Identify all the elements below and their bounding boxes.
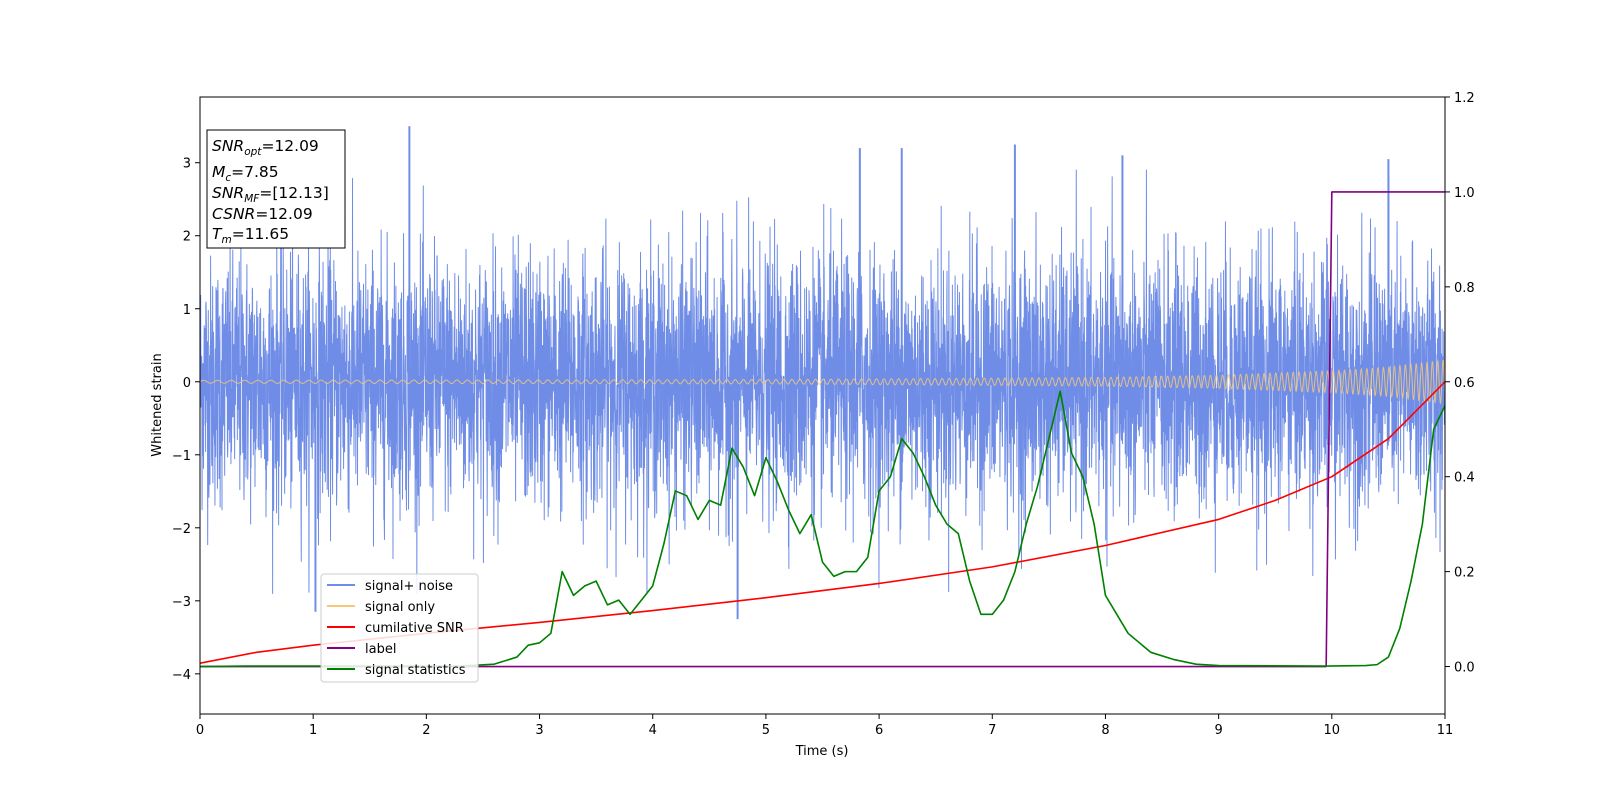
x-axis-label: Time (s) xyxy=(795,744,849,759)
series-signal-statistics xyxy=(200,390,1445,668)
y-left-tick-label: 3 xyxy=(183,157,191,172)
y-axis-left: −4 −3 −2 −1 0 1 2 3 xyxy=(172,157,200,683)
legend-label-label: label xyxy=(365,642,396,657)
y-right-tick-label: 0.4 xyxy=(1454,471,1475,486)
x-tick-label: 5 xyxy=(762,723,770,738)
y-left-tick-label: 0 xyxy=(183,376,191,391)
axes-frame xyxy=(199,96,1446,715)
x-tick-label: 4 xyxy=(649,723,657,738)
legend-label-signal-statistics: signal statistics xyxy=(365,663,466,678)
legend: signal+ noise signal only cumilative SNR… xyxy=(320,573,479,683)
info-box: SNRopt=12.09 Mc=7.85 SNRMF=[12.13] CSNR=… xyxy=(206,129,346,249)
legend-label-signal-noise: signal+ noise xyxy=(365,579,453,594)
y-left-tick-label: 1 xyxy=(183,303,191,318)
x-tick-label: 0 xyxy=(196,723,204,738)
y-right-tick-label: 0.8 xyxy=(1454,281,1475,296)
x-tick-label: 7 xyxy=(988,723,996,738)
legend-frame xyxy=(320,573,479,683)
y-right-tick-label: 1.2 xyxy=(1454,91,1475,106)
y-axis-right: 0.0 0.2 0.4 0.6 0.8 1.0 1.2 xyxy=(1445,91,1475,676)
y-right-tick-label: 1.0 xyxy=(1454,186,1475,201)
y-axis-label: Whitened strain xyxy=(150,353,165,456)
y-left-tick-label: −2 xyxy=(172,522,191,537)
x-tick-label: 3 xyxy=(535,723,543,738)
series-signal-only xyxy=(200,358,1445,405)
x-tick-label: 2 xyxy=(422,723,430,738)
series-label xyxy=(200,191,1445,668)
legend-label-cumulative-snr: cumilative SNR xyxy=(365,621,464,636)
series-signal-noise xyxy=(200,169,1445,595)
x-tick-label: 8 xyxy=(1101,723,1109,738)
x-tick-label: 1 xyxy=(309,723,317,738)
y-left-tick-label: 2 xyxy=(183,230,191,245)
x-tick-label: 6 xyxy=(875,723,883,738)
x-tick-label: 10 xyxy=(1324,723,1341,738)
tm-text: Tm=11.65 xyxy=(212,225,289,246)
snr-opt-text: SNRopt=12.09 xyxy=(212,137,319,158)
x-axis: 0 1 2 3 4 5 6 7 8 9 10 11 xyxy=(196,714,1453,738)
y-right-tick-label: 0.0 xyxy=(1454,661,1475,676)
csnr-text: CSNR=12.09 xyxy=(212,205,313,223)
y-left-tick-label: −4 xyxy=(172,668,191,683)
signal-noise-spikes xyxy=(314,126,1390,620)
y-left-tick-label: −1 xyxy=(172,449,191,464)
y-left-tick-label: −3 xyxy=(172,595,191,610)
info-box-frame xyxy=(206,129,346,249)
mc-text: Mc=7.85 xyxy=(212,163,279,184)
x-tick-label: 9 xyxy=(1214,723,1222,738)
snr-mf-text: SNRMF=[12.13] xyxy=(212,184,329,205)
y-right-tick-label: 0.6 xyxy=(1454,376,1475,391)
y-right-tick-label: 0.2 xyxy=(1454,566,1475,581)
legend-label-signal-only: signal only xyxy=(365,600,435,615)
x-tick-label: 11 xyxy=(1437,723,1454,738)
